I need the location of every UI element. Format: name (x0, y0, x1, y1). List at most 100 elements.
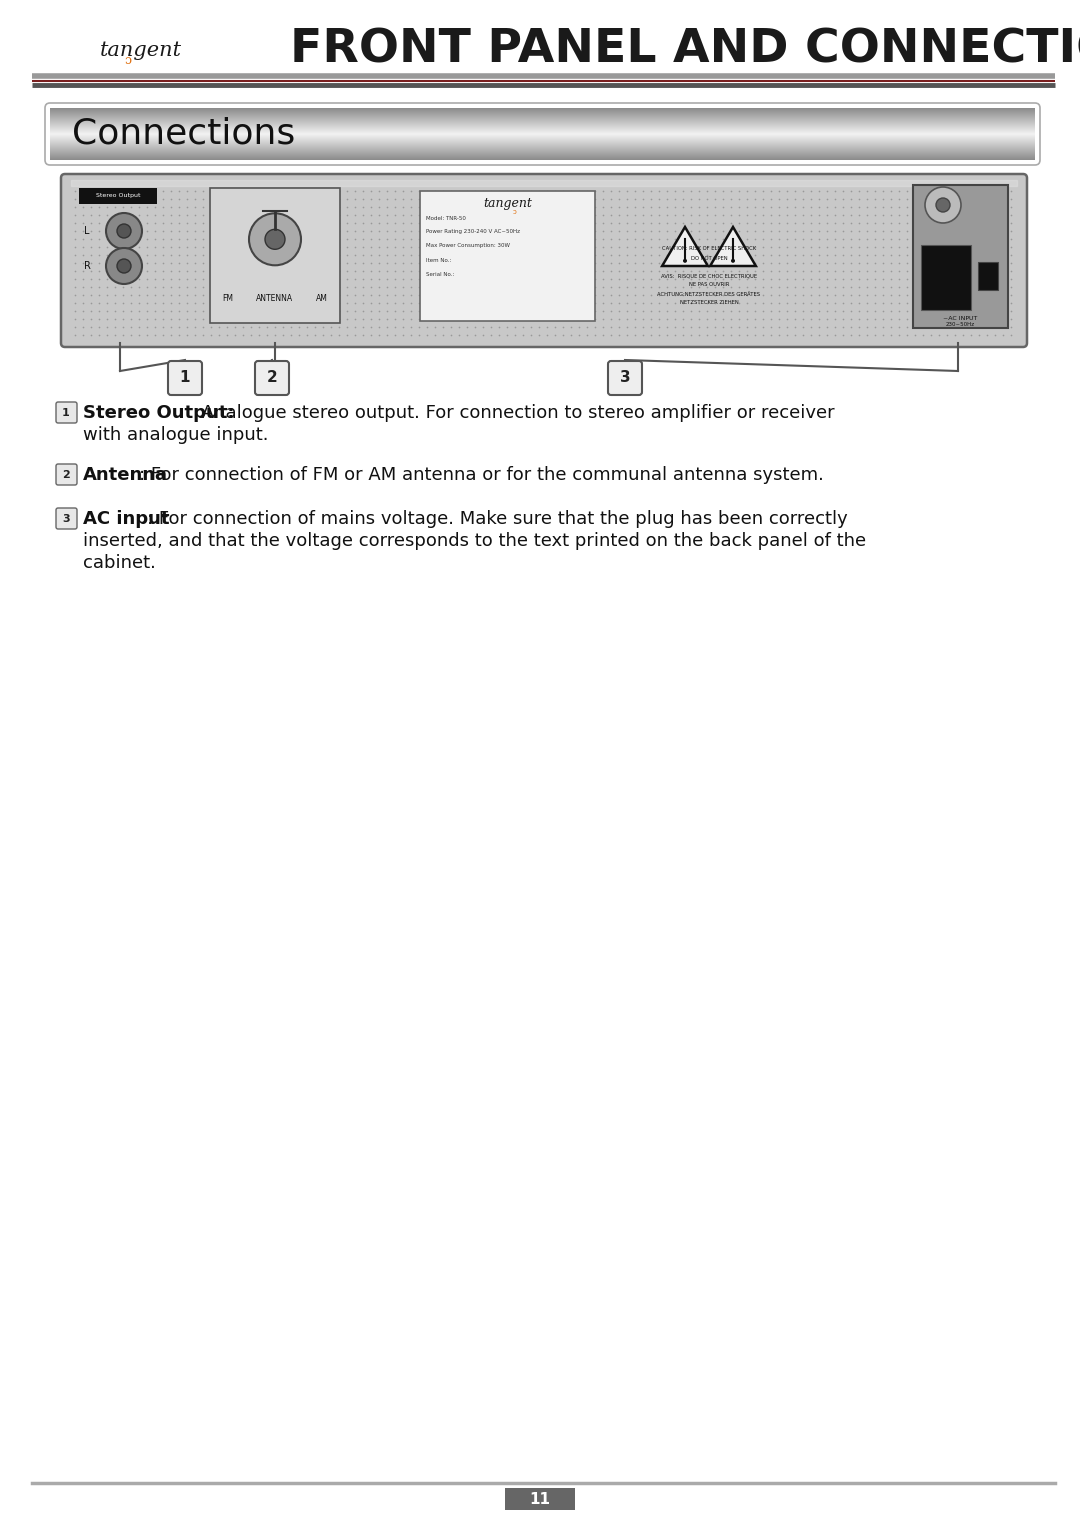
Point (899, 290, 916, 315)
Point (626, 194, 644, 219)
Point (690, 219, 707, 243)
Point (307, 267, 324, 292)
Point (427, 194, 444, 219)
Point (234, 219, 252, 243)
Point (458, 235, 475, 260)
Point (378, 186, 395, 211)
Point (450, 290, 468, 315)
Point (762, 283, 780, 307)
Point (490, 322, 508, 347)
Circle shape (106, 212, 141, 249)
Point (986, 211, 1003, 235)
Point (619, 315, 636, 339)
Text: FRONT PANEL AND CONNECTIONS: FRONT PANEL AND CONNECTIONS (291, 28, 1080, 72)
Point (859, 258, 876, 283)
Point (523, 267, 540, 292)
Point (298, 226, 315, 251)
Point (363, 203, 380, 228)
Point (882, 251, 900, 275)
Point (498, 283, 515, 307)
Point (307, 299, 324, 324)
Point (626, 275, 644, 299)
Point (211, 179, 228, 203)
Point (786, 258, 804, 283)
Point (930, 203, 947, 228)
Point (570, 243, 588, 267)
Point (819, 186, 836, 211)
Point (514, 267, 531, 292)
Point (291, 299, 308, 324)
Point (147, 307, 164, 332)
Circle shape (683, 258, 687, 263)
Point (162, 226, 179, 251)
Point (234, 283, 252, 307)
Point (138, 322, 156, 347)
Point (370, 299, 388, 324)
Point (842, 258, 860, 283)
Point (178, 275, 195, 299)
Point (882, 179, 900, 203)
Point (714, 275, 731, 299)
Point (211, 194, 228, 219)
Point (138, 243, 156, 267)
Point (347, 219, 364, 243)
Point (810, 186, 827, 211)
Point (307, 322, 324, 347)
Point (523, 275, 540, 299)
Point (970, 179, 987, 203)
Point (714, 283, 731, 307)
Point (754, 283, 771, 307)
Point (387, 251, 404, 275)
Point (138, 194, 156, 219)
Point (507, 275, 524, 299)
Point (251, 226, 268, 251)
Point (802, 211, 820, 235)
Point (171, 275, 188, 299)
Text: Item No.:: Item No.: (426, 258, 451, 263)
Text: R: R (83, 261, 91, 270)
Point (122, 226, 139, 251)
Point (330, 179, 348, 203)
Point (330, 290, 348, 315)
Point (523, 186, 540, 211)
Point (1002, 219, 1020, 243)
Point (131, 211, 148, 235)
Point (490, 315, 508, 339)
Point (178, 290, 195, 315)
Text: : For connection of mains voltage. Make sure that the plug has been correctly: : For connection of mains voltage. Make … (148, 510, 848, 529)
Point (674, 307, 691, 332)
FancyBboxPatch shape (56, 465, 77, 484)
Point (443, 283, 460, 307)
Point (322, 226, 339, 251)
Point (779, 186, 796, 211)
Point (826, 315, 843, 339)
Point (603, 258, 620, 283)
Point (106, 179, 123, 203)
Point (962, 211, 980, 235)
Point (427, 307, 444, 332)
Point (530, 322, 548, 347)
Point (330, 258, 348, 283)
Point (66, 235, 83, 260)
Point (714, 226, 731, 251)
Point (962, 243, 980, 267)
Point (659, 307, 676, 332)
Point (194, 251, 212, 275)
Point (915, 299, 932, 324)
Point (746, 290, 764, 315)
Point (483, 275, 500, 299)
Point (483, 243, 500, 267)
Point (530, 290, 548, 315)
Point (706, 211, 724, 235)
Point (850, 226, 867, 251)
Point (554, 283, 571, 307)
Point (546, 243, 564, 267)
Point (842, 251, 860, 275)
Point (659, 267, 676, 292)
Point (171, 283, 188, 307)
Point (498, 243, 515, 267)
Point (450, 258, 468, 283)
Point (91, 307, 108, 332)
Point (746, 186, 764, 211)
Point (434, 267, 451, 292)
